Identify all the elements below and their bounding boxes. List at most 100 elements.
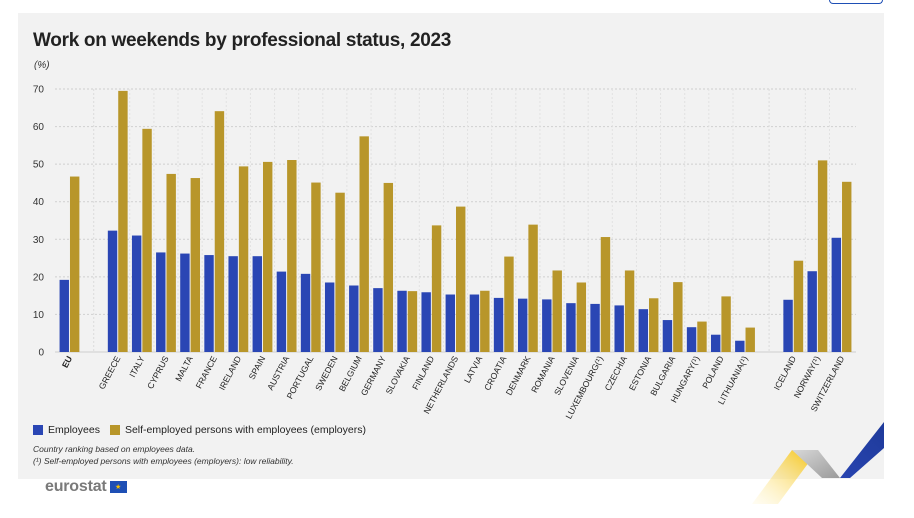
bar-employees: [421, 292, 431, 352]
bar-employees: [373, 288, 383, 352]
y-axis-unit: (%): [34, 60, 50, 71]
bar-employees: [397, 290, 407, 352]
bar-employers: [383, 182, 394, 352]
bar-employers: [600, 237, 611, 352]
bar-employers: [673, 282, 683, 352]
legend-swatch-employees: [33, 425, 43, 435]
x-tick-label: DENMARK: [504, 354, 533, 397]
legend-label-employees: Employees: [48, 424, 100, 436]
bar-employees: [204, 255, 214, 352]
x-tick-label: AUSTRIA: [265, 354, 291, 392]
note-reliability-text: Self-employed persons with employees (em…: [41, 456, 294, 466]
bar-employers: [528, 224, 538, 352]
bar-employers: [238, 166, 249, 352]
x-tick-label: POLAND: [700, 354, 725, 390]
bar-employers: [480, 290, 490, 352]
bar-employers: [190, 178, 201, 352]
x-tick-label: FINLAND: [410, 354, 436, 391]
bar-employers: [624, 270, 635, 352]
bar-employers: [817, 160, 828, 352]
x-tick-label: IRELAND: [217, 354, 243, 392]
y-tick-label: 50: [33, 160, 45, 171]
x-tick-label: CROATIA: [482, 354, 509, 392]
bar-employees: [783, 299, 793, 352]
eurostat-corner-decoration: [752, 422, 884, 504]
chart-panel: [18, 13, 884, 479]
x-tick-label: FRANCE: [194, 354, 220, 390]
bar-employees: [180, 253, 190, 352]
y-tick-label: 30: [33, 235, 45, 246]
bar-employees: [638, 309, 649, 352]
bar-employees: [614, 305, 624, 352]
bar-employers: [649, 298, 659, 352]
bar-employers: [311, 182, 321, 352]
y-tick-label: 20: [33, 272, 45, 283]
chart-legend: Employees Self-employed persons with emp…: [33, 423, 376, 437]
bar-employers: [214, 111, 225, 352]
bar-employers: [407, 291, 418, 352]
x-tick-label: MALTA: [173, 354, 195, 383]
bar-employees: [349, 285, 359, 352]
bar-employees: [517, 298, 528, 352]
x-tick-label: CYPRUS: [145, 354, 171, 391]
x-tick-label: ROMANIA: [529, 354, 557, 394]
note-ranking: Country ranking based on employees data.: [33, 444, 196, 454]
bar-employers: [118, 90, 128, 352]
bar-employees: [59, 279, 69, 352]
bar-employers: [552, 270, 562, 352]
chart-title: Work on weekends by professional status,…: [33, 30, 452, 51]
bar-employees: [156, 252, 166, 352]
bar-employees: [542, 299, 552, 352]
bar-employers: [142, 128, 152, 352]
x-tick-label: SPAIN: [247, 354, 268, 381]
legend-item-employees[interactable]: Employees: [33, 424, 100, 436]
y-tick-label: 0: [38, 348, 44, 359]
x-tick-label: EU: [60, 354, 74, 369]
bar-employees: [324, 282, 335, 352]
bar-employees: [228, 256, 238, 352]
y-tick-label: 60: [33, 122, 45, 133]
bar-employees: [735, 340, 745, 352]
bar-employers: [793, 260, 804, 352]
bar-employees: [276, 271, 287, 352]
x-tick-label: ITALY: [127, 354, 147, 379]
x-tick-label: CZECHIA: [603, 354, 630, 392]
eu-flag-icon: ★: [109, 481, 127, 493]
x-tick-label: LATVIA: [462, 354, 485, 385]
bar-employers: [431, 225, 442, 352]
x-tick-label: ESTONIA: [627, 354, 654, 392]
bar-employees: [469, 294, 480, 352]
bar-employees: [445, 294, 455, 352]
x-tick-label: BELGIUM: [337, 354, 364, 393]
bar-employers: [721, 296, 731, 352]
deco-blue-stripe: [822, 422, 884, 478]
bar-employers: [69, 176, 80, 352]
y-tick-label: 40: [33, 197, 45, 208]
x-tick-label: GREECE: [97, 354, 123, 391]
bar-employers: [335, 192, 345, 352]
bar-employers: [504, 256, 514, 352]
bar-employees: [662, 320, 673, 352]
legend-swatch-employers: [109, 425, 120, 435]
legend-label-employers: Self-employed persons with employees (em…: [124, 424, 366, 436]
bar-employees: [131, 235, 142, 352]
bar-employees: [300, 273, 311, 352]
eurostat-logo[interactable]: eurostat ★: [45, 478, 127, 496]
bar-employees: [566, 303, 576, 352]
x-tick-label: SLOVAKIA: [384, 354, 413, 396]
bar-employers: [262, 161, 273, 352]
bar-employers: [287, 160, 297, 352]
bar-employees: [686, 327, 697, 352]
bar-employees: [710, 334, 721, 352]
bar-employees: [107, 230, 118, 352]
bar-employers: [576, 282, 587, 352]
legend-item-employers[interactable]: Self-employed persons with employees (em…: [109, 424, 366, 436]
bar-employees: [590, 303, 600, 352]
note-reliability-mark: (¹): [33, 456, 42, 466]
bar-employees: [493, 297, 504, 352]
y-tick-label: 10: [33, 310, 45, 321]
bar-employers: [456, 206, 466, 352]
bar-employers: [745, 327, 755, 352]
bar-employees: [252, 256, 262, 352]
